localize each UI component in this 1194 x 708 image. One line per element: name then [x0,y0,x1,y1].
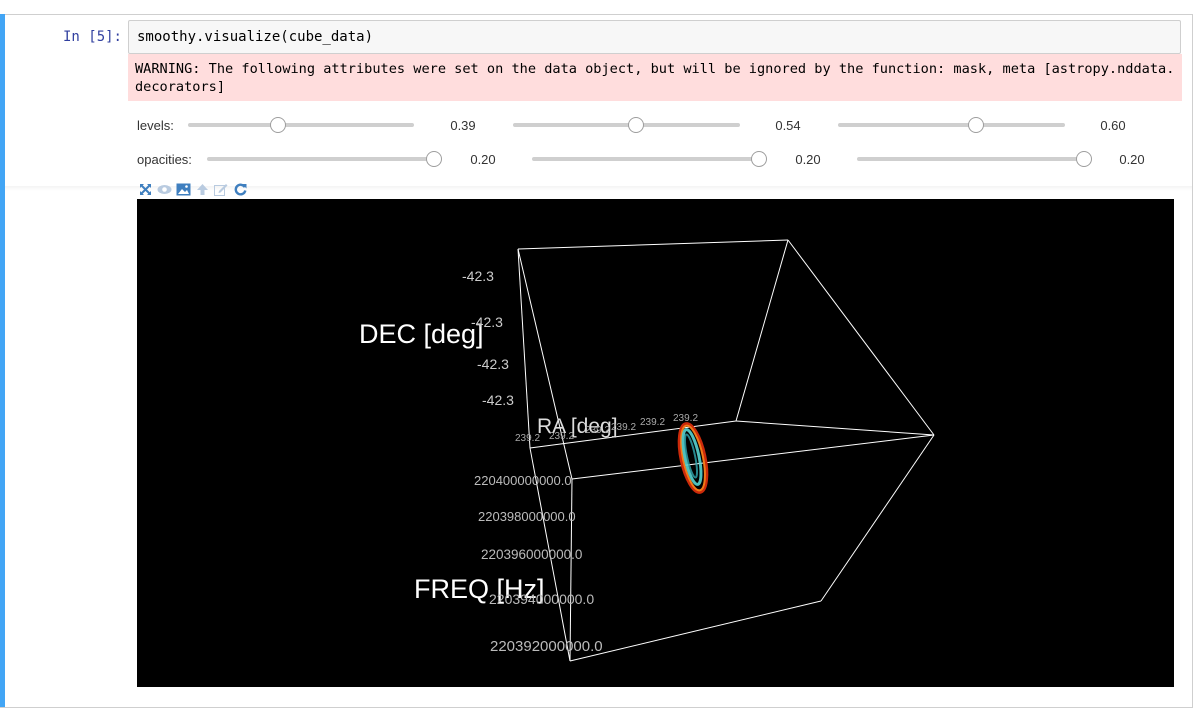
opacities-slider-1[interactable] [207,151,442,167]
fullscreen-icon[interactable] [137,181,153,197]
warning-output: WARNING: The following attributes were s… [128,54,1182,101]
freq-ticks: 220400000000.0 220398000000.0 2203960000… [474,473,603,655]
code-input[interactable]: smoothy.visualize(cube_data) [128,20,1181,54]
slider-thumb[interactable] [270,117,287,133]
slider-track [857,157,1091,161]
opacities-value-1: 0.20 [470,152,496,167]
levels-value-3: 0.60 [1100,118,1126,133]
levels-slider-2[interactable] [513,117,740,133]
edit-icon[interactable] [213,181,229,197]
ra-tick-label: 239.2 [640,417,665,428]
viewer-toolbar [137,181,248,197]
opacities-slider-3[interactable] [857,151,1092,167]
arrow-up-icon[interactable] [194,181,210,197]
ra-tick-label: 239.2 [673,413,698,424]
dec-tick-label: -42.3 [471,314,503,330]
image-icon[interactable] [175,181,191,197]
slider-thumb[interactable] [627,117,644,133]
slider-track [532,157,766,161]
output-separator [5,186,1192,191]
opacities-label: opacities: [137,152,192,167]
ra-tick-label: 239.2 [585,425,610,436]
dec-tick-label: -42.3 [462,268,494,284]
refresh-icon[interactable] [232,181,248,197]
input-prompt: In [5]: [62,29,122,45]
emission-contour [677,422,709,494]
levels-slider-1[interactable] [188,117,414,133]
levels-value-2: 0.54 [775,118,801,133]
dec-ticks: -42.3 -42.3 -42.3 -42.3 [462,268,514,408]
levels-label: levels: [137,118,174,133]
levels-value-1: 0.39 [450,118,476,133]
slider-track [838,123,1065,127]
cube-canvas: DEC [deg] RA [deg] FREQ [Hz] -42.3 -42.3… [359,239,935,662]
slider-thumb[interactable] [425,151,442,167]
slider-track [188,123,414,127]
opacities-slider-2[interactable] [532,151,767,167]
freq-tick-label: 220398000000.0 [478,509,576,524]
ra-axis-title: RA [deg] [537,415,618,438]
dec-axis-title: DEC [deg] [359,319,484,349]
opacities-value-2: 0.20 [795,152,821,167]
freq-axis-title: FREQ [Hz] [414,574,545,604]
ra-tick-label: 239.2 [549,431,574,442]
cube-wireframe [517,239,935,662]
slider-track [207,157,441,161]
slider-track [513,123,740,127]
freq-tick-label: 220396000000.0 [481,547,582,562]
eye-icon[interactable] [156,181,172,197]
freq-tick-label: 220394000000.0 [489,591,594,607]
3d-cube-viewer[interactable]: DEC [deg] RA [deg] FREQ [Hz] -42.3 -42.3… [137,199,1174,687]
ra-ticks: 239.2 239.2 239.2 239.2 239.2 239.2 [515,413,698,444]
ra-tick-label: 239.2 [515,433,540,444]
cell-selection-bar [0,14,5,707]
dec-tick-label: -42.3 [482,392,514,408]
slider-thumb[interactable] [968,117,985,133]
slider-thumb[interactable] [750,151,767,167]
dec-tick-label: -42.3 [477,356,509,372]
ra-tick-label: 239.2 [611,422,636,433]
freq-tick-label: 220392000000.0 [490,638,603,655]
levels-slider-3[interactable] [838,117,1065,133]
freq-tick-label: 220400000000.0 [474,473,572,488]
opacities-value-3: 0.20 [1119,152,1145,167]
slider-thumb[interactable] [1075,151,1092,167]
